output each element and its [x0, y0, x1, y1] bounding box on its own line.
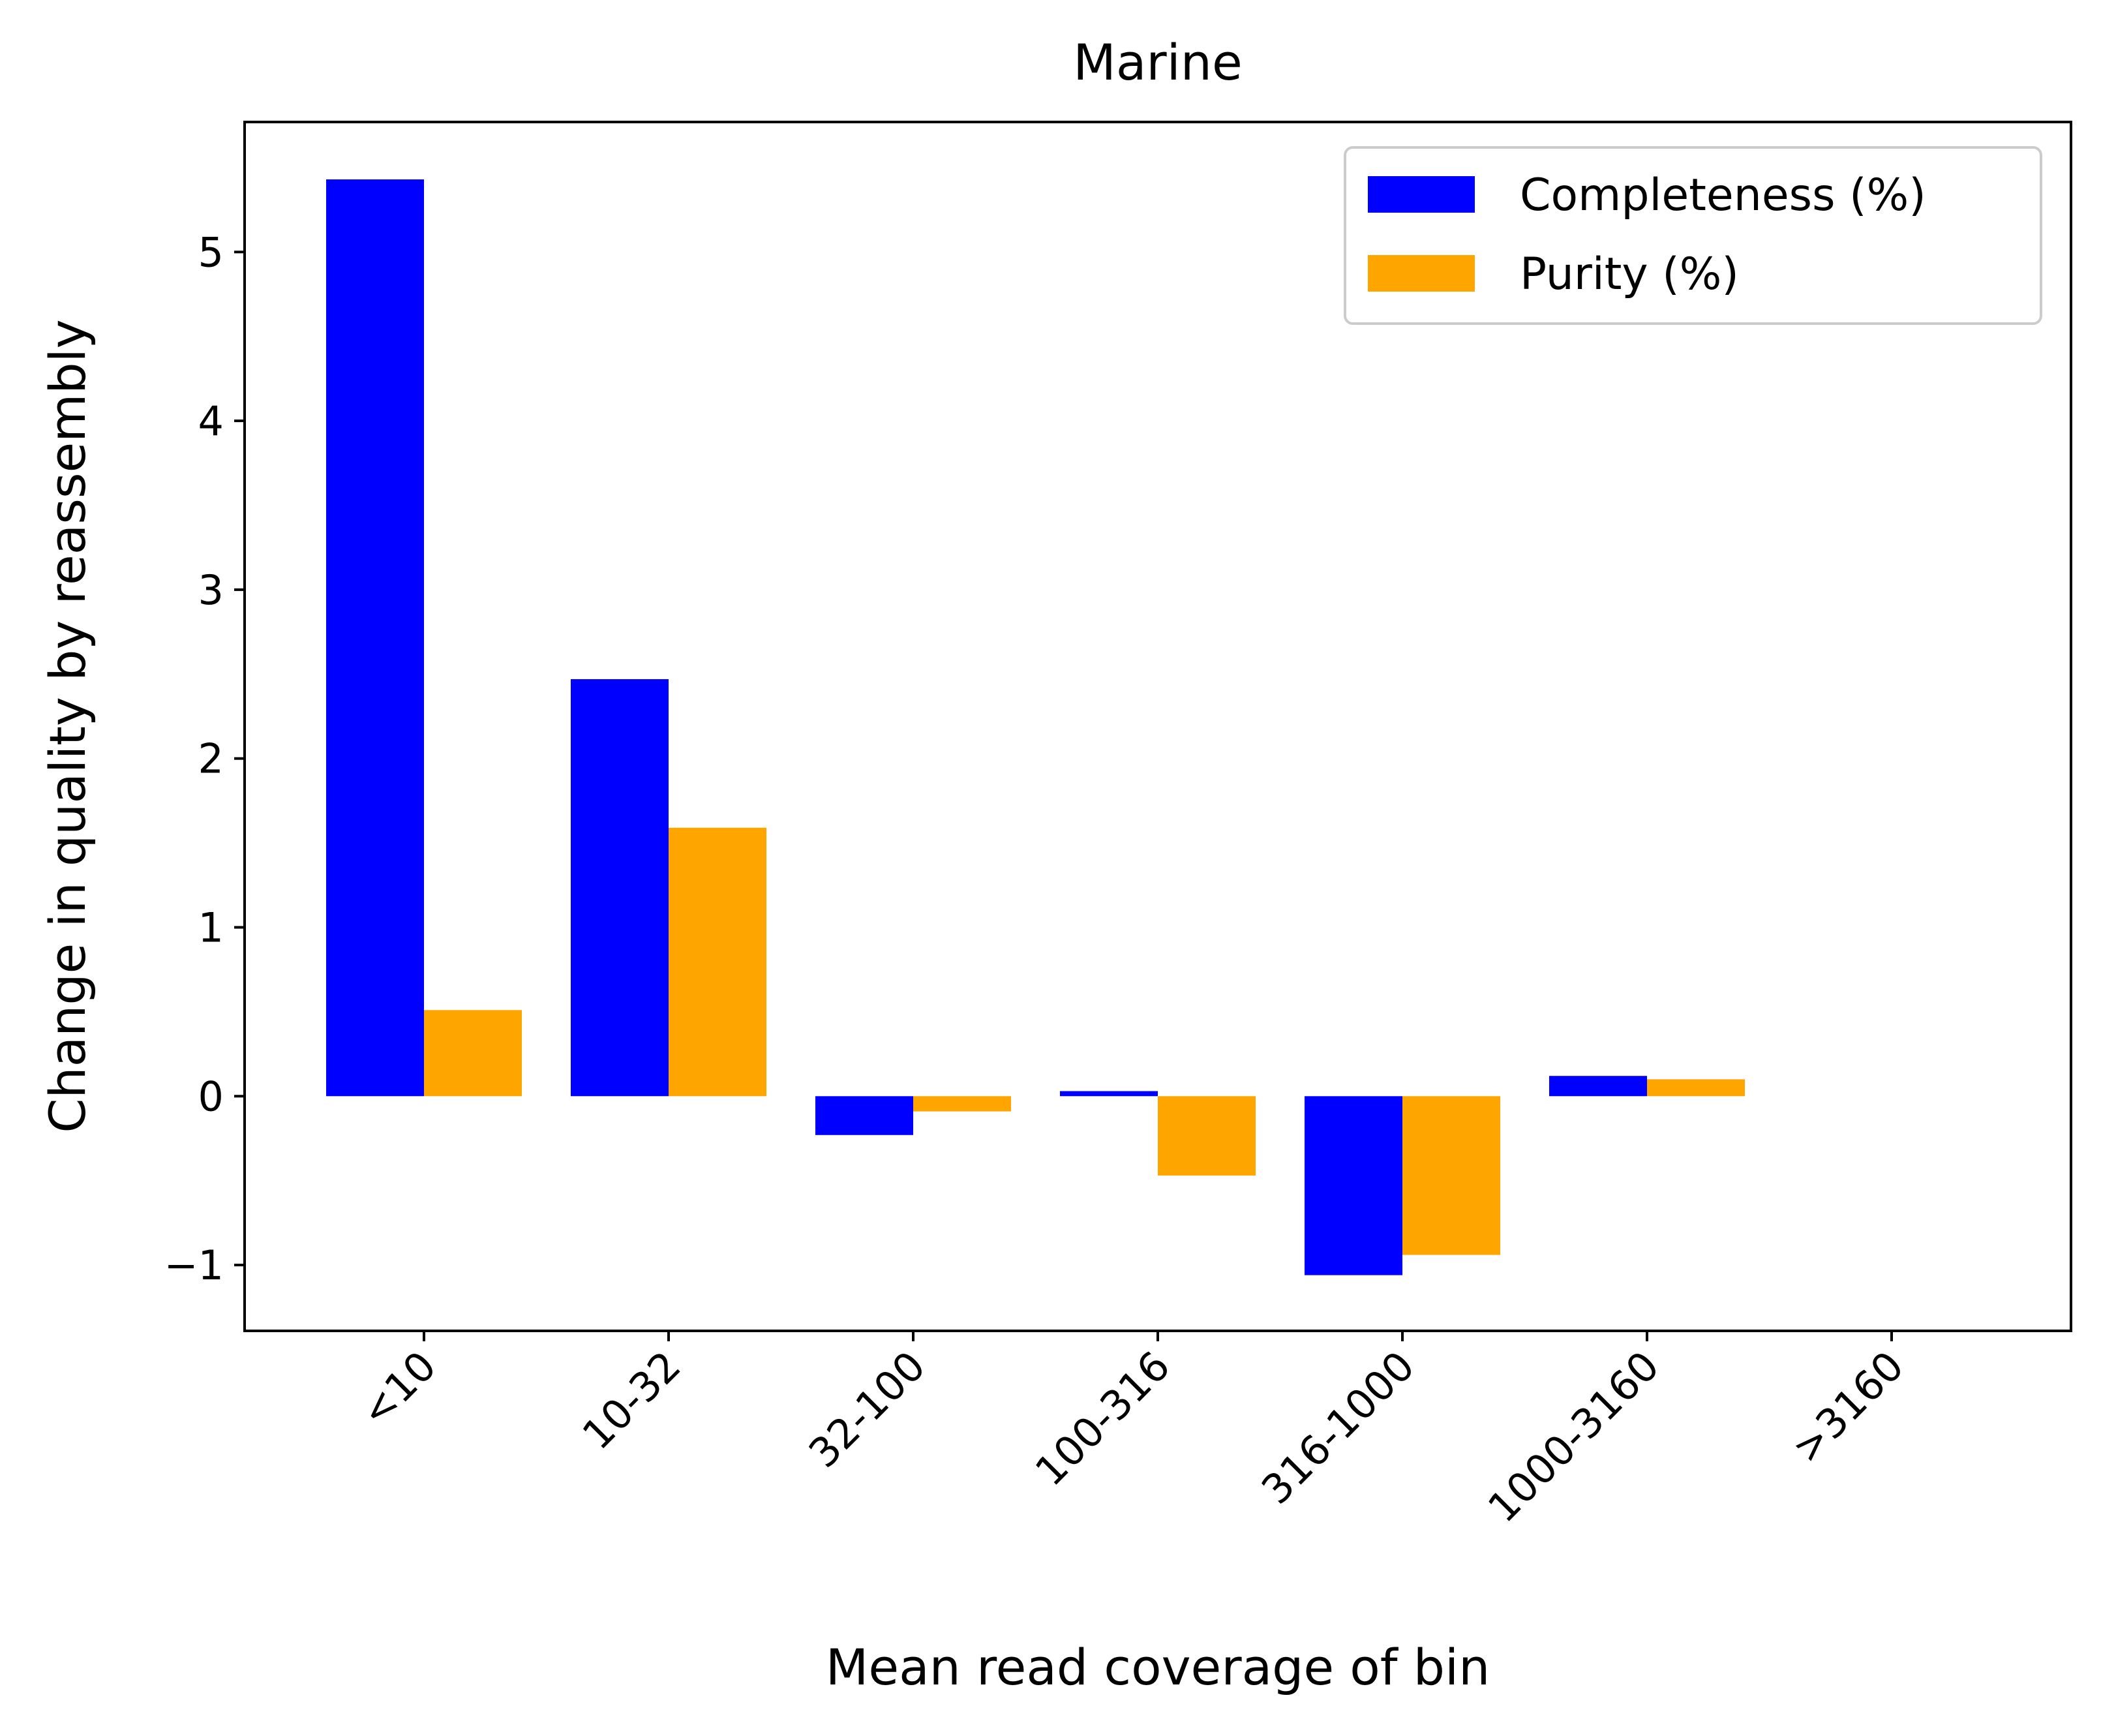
y-tick-label: 1 — [198, 904, 224, 951]
bar-purity-5 — [1647, 1079, 1745, 1097]
legend-label-completeness: Completeness (%) — [1520, 170, 1926, 221]
y-axis-label: Change in quality by reassembly — [38, 319, 97, 1133]
bar-completeness-0 — [326, 179, 424, 1097]
bars-layer — [326, 179, 1745, 1275]
legend: Completeness (%) Purity (%) — [1344, 146, 2042, 325]
bar-purity-2 — [913, 1096, 1011, 1112]
bar-purity-0 — [424, 1010, 522, 1097]
bar-purity-3 — [1158, 1096, 1256, 1176]
y-tick-label: 3 — [198, 566, 224, 614]
chart-title: Marine — [1073, 33, 1242, 91]
y-tick-label: 5 — [198, 228, 224, 276]
bar-completeness-4 — [1305, 1096, 1402, 1275]
bar-purity-4 — [1402, 1096, 1500, 1255]
bar-completeness-3 — [1060, 1091, 1158, 1097]
bar-completeness-2 — [815, 1096, 913, 1135]
y-tick-label: 0 — [198, 1073, 224, 1120]
y-tick-label: −1 — [164, 1241, 224, 1289]
y-tick-label: 4 — [198, 397, 224, 445]
bar-completeness-1 — [571, 679, 669, 1097]
x-axis-label: Mean read coverage of bin — [826, 1638, 1490, 1696]
legend-swatch-completeness — [1368, 176, 1475, 213]
legend-swatch-purity — [1368, 255, 1475, 292]
y-axis-ticks: −1 0 1 2 3 4 5 — [164, 228, 245, 1289]
bar-completeness-5 — [1549, 1076, 1647, 1097]
legend-box — [1344, 146, 2042, 325]
bar-purity-1 — [669, 827, 766, 1097]
legend-label-purity: Purity (%) — [1520, 249, 1739, 300]
y-tick-label: 2 — [198, 735, 224, 783]
